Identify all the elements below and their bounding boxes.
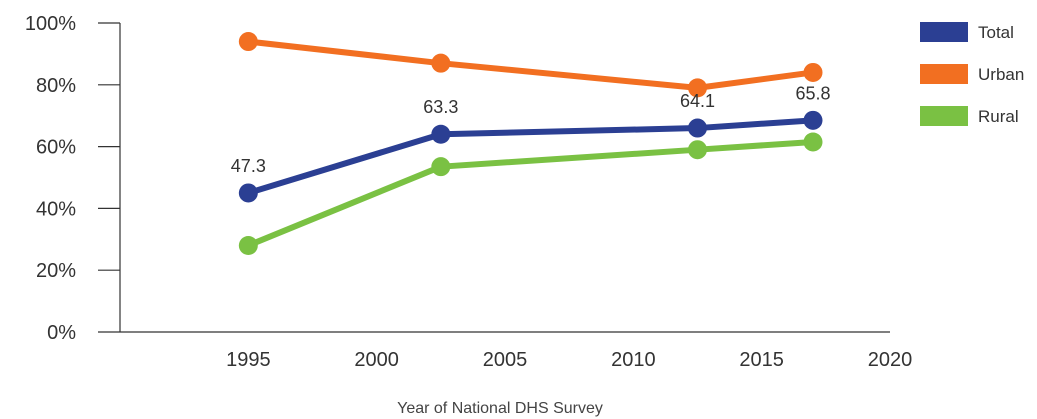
y-tick-label: 100% <box>25 13 76 35</box>
data-label-total: 64.1 <box>680 91 715 111</box>
y-tick-label: 0% <box>47 322 76 344</box>
legend-label-rural: Rural <box>978 107 1019 126</box>
x-axis: 1995 2000 2005 2010 2015 2020 <box>120 331 913 371</box>
series-line-rural <box>245 138 816 249</box>
y-tick-label: 40% <box>36 198 76 220</box>
series-line-urban <box>245 38 816 91</box>
data-label-total: 47.3 <box>231 156 266 176</box>
x-tick-label: 2015 <box>739 349 784 371</box>
data-point-total <box>803 110 823 130</box>
x-tick-label: 2020 <box>868 349 913 371</box>
x-tick-label: 2005 <box>483 349 528 371</box>
y-tick-label: 20% <box>36 260 76 282</box>
legend-swatch-total <box>920 22 968 42</box>
x-tick-label: 2000 <box>354 349 399 371</box>
data-point-rural <box>688 140 707 160</box>
data-label-total: 65.8 <box>795 83 830 103</box>
legend-label-total: Total <box>978 23 1014 42</box>
data-point-rural <box>803 132 823 152</box>
data-point-total <box>431 124 451 144</box>
data-point-urban <box>238 32 258 52</box>
data-point-rural <box>238 235 258 255</box>
data-label-total: 63.3 <box>423 97 458 117</box>
series-layer <box>238 32 823 255</box>
x-tick-label: 2010 <box>611 349 656 371</box>
x-tick-label: 1995 <box>226 349 271 371</box>
data-point-urban <box>688 78 707 98</box>
y-tick-label: 60% <box>36 137 76 159</box>
data-point-total <box>238 183 258 203</box>
legend: Total Urban Rural <box>920 22 1024 126</box>
legend-swatch-rural <box>920 106 968 126</box>
legend-swatch-urban <box>920 64 968 84</box>
x-axis-title: Year of National DHS Survey <box>397 400 603 417</box>
y-tick-label: 80% <box>36 75 76 97</box>
legend-label-urban: Urban <box>978 65 1024 84</box>
data-point-rural <box>431 157 451 177</box>
data-point-urban <box>803 62 823 82</box>
data-point-total <box>688 118 707 138</box>
data-labels: 47.3 63.3 64.1 65.8 <box>231 83 831 176</box>
series-line-total <box>245 117 816 196</box>
data-point-urban <box>431 53 451 73</box>
y-axis: 0% 20% 40% 60% 80% 100% <box>25 13 121 344</box>
